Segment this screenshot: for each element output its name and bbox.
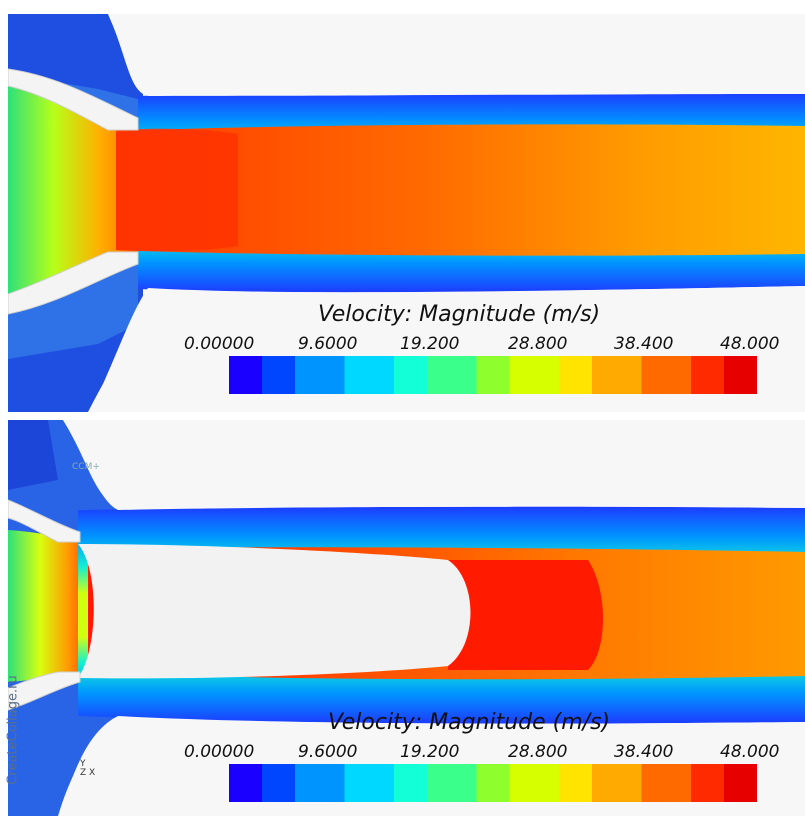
colorbar-segment: [410, 356, 428, 394]
colorbar-segment: [245, 356, 263, 394]
colorbar-segment: [460, 764, 478, 802]
colorbar-segment: [592, 356, 610, 394]
colorbar-segment: [542, 764, 560, 802]
axis-x-label: X: [89, 768, 96, 778]
axes-triad: Y Z X: [80, 760, 95, 778]
colorbar-segment: [311, 356, 329, 394]
colorbar-segment: [295, 356, 313, 394]
colorbar-segment: [526, 764, 544, 802]
top-simulation-panel: Velocity: Magnitude (m/s) 0.00000 9.6000…: [8, 14, 805, 412]
colorbar-segment: [443, 356, 461, 394]
legend-tick-label: 9.6000: [298, 742, 358, 762]
colorbar-segment: [427, 356, 445, 394]
legend-tick-label: 19.200: [400, 334, 460, 354]
colorbar-segment: [262, 764, 280, 802]
axis-y-label: Y: [80, 759, 86, 769]
axis-z-label: Z: [80, 768, 87, 778]
legend-tick-label: 0.00000: [184, 742, 255, 762]
colorbar-segment: [361, 356, 379, 394]
colorbar-segment: [460, 356, 478, 394]
colorbar-segment: [443, 764, 461, 802]
colorbar-segment: [311, 764, 329, 802]
colorbar-segment: [707, 356, 725, 394]
colorbar-segment: [625, 356, 643, 394]
colorbar: [229, 764, 757, 802]
colorbar-segment: [278, 356, 296, 394]
colorbar-segment: [295, 764, 313, 802]
legend-tick-label: 0.00000: [184, 334, 255, 354]
colorbar-segment: [724, 356, 742, 394]
legend-tick-label: 9.6000: [298, 334, 358, 354]
colorbar-segment: [377, 764, 395, 802]
colorbar-segment: [674, 764, 692, 802]
colorbar-segment: [476, 764, 494, 802]
colorbar-segment: [278, 764, 296, 802]
colorbar-segment: [509, 356, 527, 394]
colorbar-segment: [592, 764, 610, 802]
colorbar-segment: [344, 764, 362, 802]
software-logo-text: CCM+: [72, 462, 100, 472]
colorbar-segment: [575, 356, 593, 394]
bottom-simulation-panel: CCM+ Velocity: Magnitude (m/s) 0.00000 9…: [8, 420, 805, 816]
watermark: CreateCollage.ru: [2, 650, 24, 810]
colorbar-segment: [707, 764, 725, 802]
colorbar-segment: [658, 764, 676, 802]
colorbar-segment: [559, 764, 577, 802]
colorbar-segment: [674, 356, 692, 394]
colorbar-segment: [493, 356, 511, 394]
colorbar-segment: [245, 764, 263, 802]
colorbar-segment: [328, 356, 346, 394]
colorbar-segment: [229, 356, 247, 394]
velocity-field-bottom: [8, 420, 805, 816]
legend-tick-label: 38.400: [614, 742, 674, 762]
colorbar-segment: [724, 764, 742, 802]
legend-tick-label: 48.000: [720, 334, 780, 354]
colorbar-segment: [361, 764, 379, 802]
colorbar-segment: [427, 764, 445, 802]
colorbar-segment: [410, 764, 428, 802]
colorbar-segment: [344, 356, 362, 394]
colorbar-segment: [328, 764, 346, 802]
colorbar-segment: [493, 764, 511, 802]
colorbar-segment: [542, 356, 560, 394]
colorbar-segment: [394, 356, 412, 394]
colorbar-segment: [641, 356, 659, 394]
colorbar-segment: [394, 764, 412, 802]
colorbar-segment: [526, 356, 544, 394]
colorbar-segment: [641, 764, 659, 802]
colorbar-segment: [377, 356, 395, 394]
colorbar-segment: [559, 356, 577, 394]
colorbar-segment: [740, 356, 757, 394]
colorbar-segment: [691, 764, 709, 802]
legend-title: Velocity: Magnitude (m/s): [328, 710, 611, 735]
colorbar: [229, 356, 757, 394]
legend-tick-label: 28.800: [508, 742, 568, 762]
colorbar-segment: [740, 764, 757, 802]
colorbar-segment: [608, 356, 626, 394]
colorbar-segment: [575, 764, 593, 802]
colorbar-segment: [262, 356, 280, 394]
colorbar-segment: [229, 764, 247, 802]
colorbar-segment: [608, 764, 626, 802]
colorbar-segment: [476, 356, 494, 394]
colorbar-segment: [658, 356, 676, 394]
colorbar-segment: [509, 764, 527, 802]
legend-title: Velocity: Magnitude (m/s): [318, 302, 601, 327]
legend-tick-label: 38.400: [614, 334, 674, 354]
legend-tick-label: 28.800: [508, 334, 568, 354]
watermark-text: CreateCollage.ru: [5, 675, 21, 785]
colorbar-segment: [625, 764, 643, 802]
legend-tick-label: 19.200: [400, 742, 460, 762]
legend-tick-label: 48.000: [720, 742, 780, 762]
colorbar-segment: [691, 356, 709, 394]
